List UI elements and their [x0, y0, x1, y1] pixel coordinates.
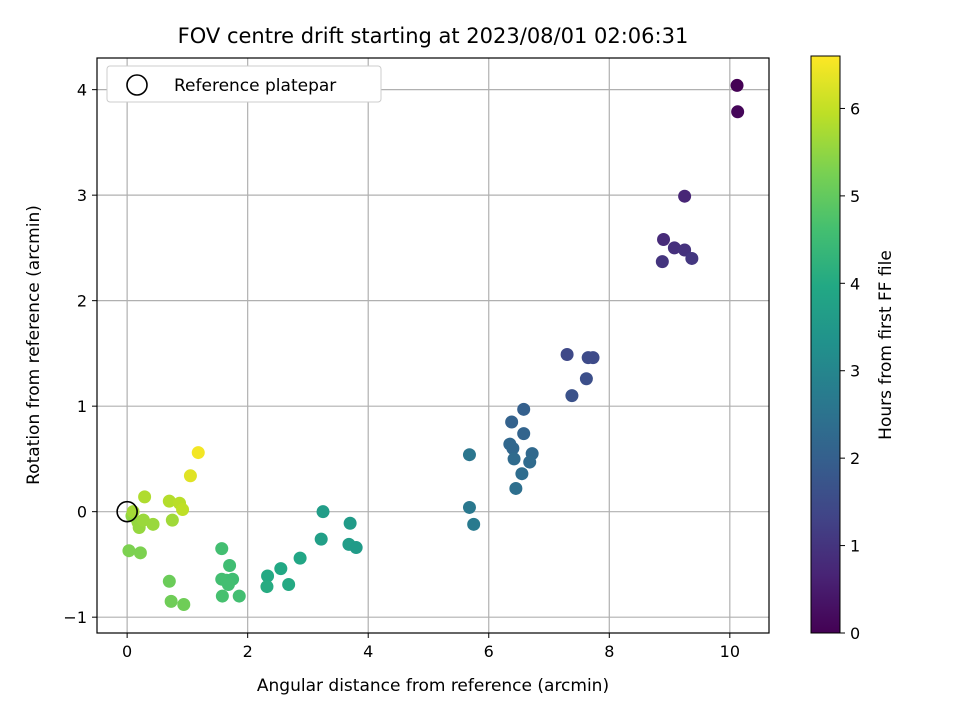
data-point [133, 546, 147, 560]
y-tick-label: 2 [77, 292, 87, 311]
legend-entry: Reference platepar [174, 76, 336, 96]
chart-title: FOV centre drift starting at 2023/08/01 … [178, 24, 689, 48]
data-point [678, 243, 692, 257]
x-axis-label: Angular distance from reference (arcmin) [257, 676, 609, 696]
colorbar-gradient [810, 55, 841, 634]
data-point [349, 541, 363, 555]
data-point [316, 505, 330, 519]
data-point [685, 251, 699, 265]
data-point [138, 490, 152, 504]
colorbar-tick-label: 4 [850, 274, 860, 293]
data-point [560, 347, 574, 361]
data-point [221, 577, 235, 591]
data-point [467, 517, 481, 531]
y-tick-label: 4 [77, 81, 87, 100]
data-point [517, 427, 531, 441]
data-point [293, 551, 307, 565]
x-tick-label: 2 [243, 642, 253, 661]
data-point [260, 580, 274, 594]
x-tick-label: 0 [122, 642, 132, 661]
grid [97, 58, 769, 633]
data-point [215, 589, 229, 603]
data-point [667, 241, 681, 255]
data-point [730, 78, 744, 92]
y-tick-label: −1 [63, 608, 87, 627]
data-point [505, 415, 519, 429]
data-point [655, 255, 669, 269]
colorbar-tick-label: 5 [850, 187, 860, 206]
colorbar-tick-label: 6 [850, 99, 860, 118]
data-point [462, 448, 476, 462]
data-point [191, 446, 205, 460]
data-point [274, 562, 288, 576]
data-point [261, 569, 275, 583]
data-point [176, 503, 190, 517]
data-point [565, 389, 579, 403]
y-axis-label: Rotation from reference (arcmin) [24, 205, 44, 485]
data-point [162, 494, 176, 508]
colorbar-ticks: 0 1 2 3 4 5 6 [840, 99, 860, 643]
x-axis-ticks: 0 2 4 6 8 10 [122, 633, 740, 661]
data-point [523, 455, 537, 469]
data-point [678, 189, 692, 203]
data-point [731, 105, 745, 119]
legend: Reference platepar [106, 65, 382, 103]
data-point [507, 452, 521, 466]
data-point [314, 532, 328, 546]
data-point [165, 513, 179, 527]
data-point [579, 372, 593, 386]
y-tick-label: 1 [77, 397, 87, 416]
y-tick-label: 0 [77, 503, 87, 522]
y-tick-label: 3 [77, 186, 87, 205]
colorbar-tick-label: 3 [850, 362, 860, 381]
data-point [223, 558, 237, 572]
data-point [183, 469, 197, 483]
x-tick-label: 8 [604, 642, 614, 661]
data-point [232, 589, 246, 603]
data-point [586, 351, 600, 365]
colorbar-tick-label: 1 [850, 537, 860, 556]
legend-box [106, 65, 382, 103]
x-tick-label: 10 [720, 642, 740, 661]
colorbar-label: Hours from first FF file [876, 250, 896, 440]
legend-marker-icon [126, 74, 148, 96]
colorbar-tick-label: 2 [850, 449, 860, 468]
x-tick-label: 4 [363, 642, 373, 661]
data-points [122, 78, 745, 612]
data-point [506, 441, 520, 455]
data-point [462, 500, 476, 514]
data-point [517, 402, 531, 416]
data-point [177, 598, 191, 612]
data-point [282, 577, 296, 591]
x-tick-label: 6 [484, 642, 494, 661]
data-point [164, 594, 178, 608]
y-axis-ticks: −1 0 1 2 3 4 [63, 81, 97, 627]
data-point [515, 467, 529, 481]
data-point [215, 542, 229, 556]
reference-marker [116, 500, 138, 523]
colorbar-tick-label: 0 [850, 624, 860, 643]
plot-area: 0 2 4 6 8 10 −1 0 1 2 3 4 [63, 57, 770, 661]
data-point [657, 232, 671, 246]
plot-frame [96, 57, 770, 634]
data-point [509, 481, 523, 495]
data-point [122, 544, 136, 558]
data-point [162, 574, 176, 588]
colorbar: 0 1 2 3 4 5 6 Hours from first FF file [810, 55, 896, 643]
data-point [146, 517, 160, 531]
data-point [343, 516, 357, 530]
